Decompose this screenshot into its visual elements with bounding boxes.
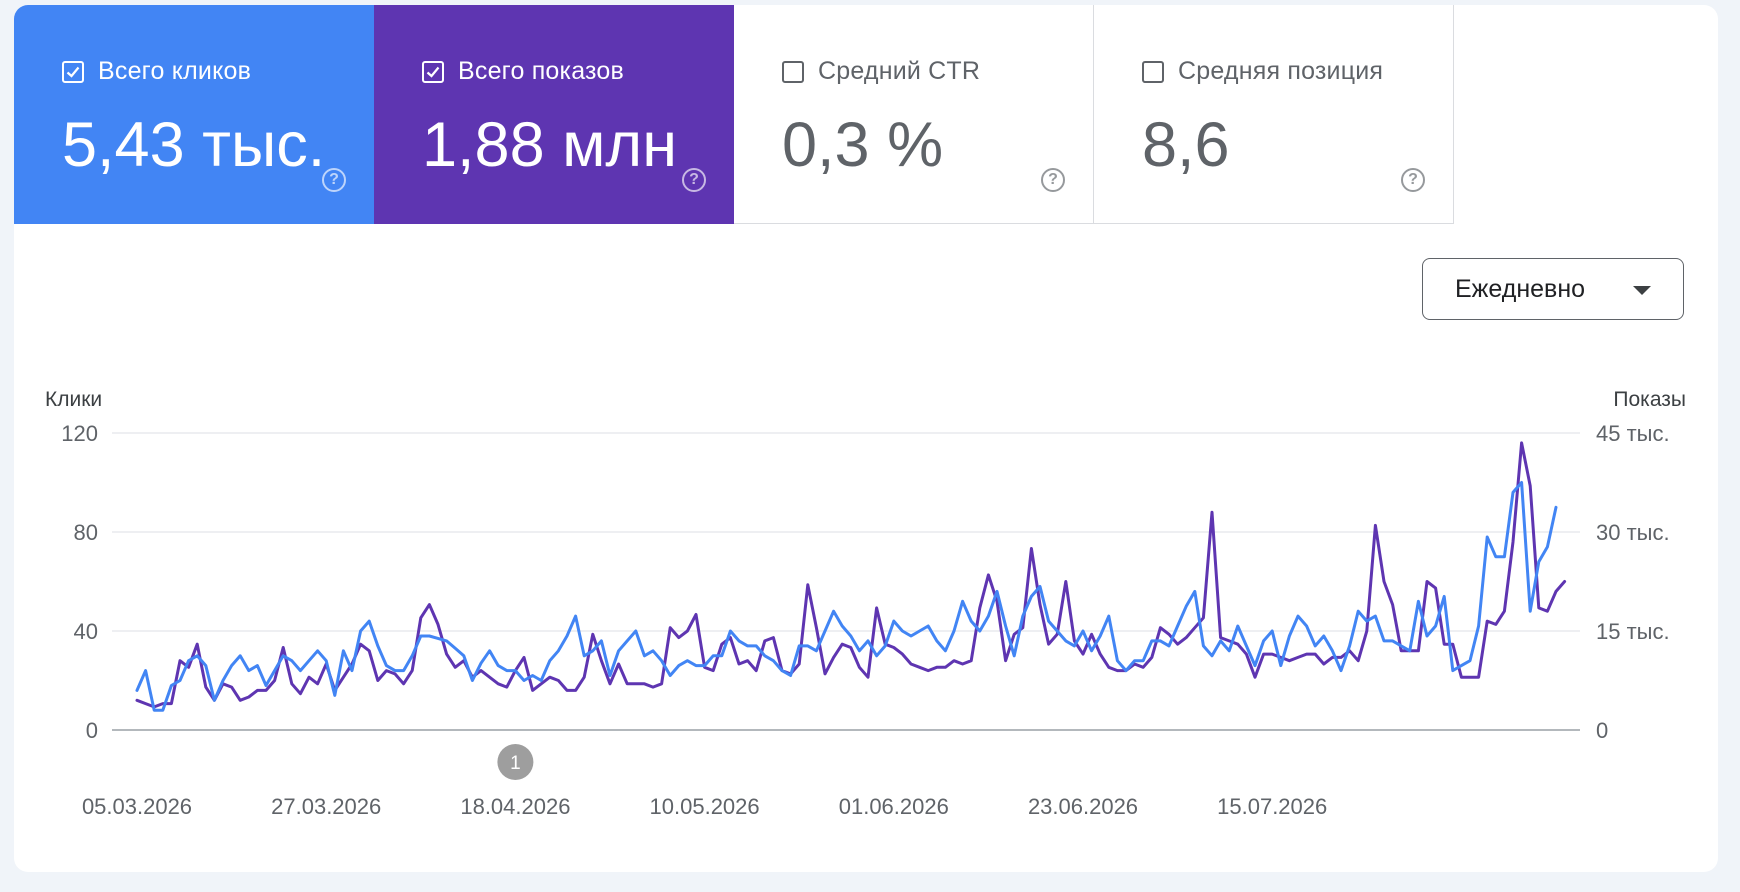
checkbox-unchecked-icon[interactable] (1142, 60, 1164, 83)
right-axis-ticks: 0 15 тыс. 30 тыс. 45 тыс. (1596, 421, 1670, 743)
metric-tile-clicks[interactable]: Всего кликов 5,43 тыс. ? (14, 5, 374, 224)
x-tick-label: 23.06.2026 (1028, 794, 1138, 819)
performance-card: Всего кликов 5,43 тыс. ? Всего показов 1… (14, 5, 1718, 872)
left-tick-label: 0 (86, 718, 98, 743)
metric-label: Средняя позиция (1178, 57, 1384, 85)
checkbox-checked-icon[interactable] (62, 60, 84, 83)
right-tick-label: 30 тыс. (1596, 520, 1670, 545)
left-tick-label: 80 (74, 520, 98, 545)
checkbox-checked-icon[interactable] (422, 60, 444, 83)
metric-label: Средний CTR (818, 57, 981, 85)
metric-tile-ctr[interactable]: Средний CTR 0,3 % ? (734, 5, 1094, 224)
chart-annotations: 1 (497, 744, 534, 780)
x-axis-ticks: 05.03.2026 27.03.2026 18.04.2026 10.05.2026… (82, 794, 1327, 819)
chart-series (135, 441, 1567, 712)
metric-value: 5,43 тыс. (62, 110, 326, 180)
left-axis-ticks: 0 40 80 120 (61, 421, 98, 743)
metric-value: 1,88 млн (422, 110, 677, 180)
left-tick-label: 40 (74, 619, 98, 644)
right-tick-label: 0 (1596, 718, 1608, 743)
metric-tile-position[interactable]: Средняя позиция 8,6 ? (1094, 5, 1454, 224)
metric-header: Средний CTR (782, 57, 980, 86)
checkbox-unchecked-icon[interactable] (782, 60, 804, 83)
x-tick-label: 18.04.2026 (460, 794, 570, 819)
metric-value: 8,6 (1142, 110, 1230, 180)
annotation-marker (497, 744, 534, 780)
right-axis-title: Показы (1613, 388, 1686, 411)
dropdown-arrow-icon (1633, 286, 1651, 295)
left-axis-title: Клики (45, 388, 103, 411)
help-icon[interactable]: ? (682, 168, 706, 192)
metric-label: Всего кликов (98, 57, 252, 85)
x-tick-label: 10.05.2026 (650, 794, 760, 819)
metric-header: Всего кликов (62, 57, 251, 86)
x-tick-label: 05.03.2026 (82, 794, 192, 819)
x-tick-label: 15.07.2026 (1217, 794, 1327, 819)
x-tick-label: 01.06.2026 (839, 794, 949, 819)
metric-header: Всего показов (422, 57, 624, 86)
help-icon[interactable]: ? (322, 168, 346, 192)
help-icon[interactable]: ? (1401, 168, 1425, 192)
metric-header: Средняя позиция (1142, 57, 1383, 86)
granularity-dropdown[interactable]: Ежедневно (1422, 258, 1684, 320)
metric-label: Всего показов (458, 57, 625, 85)
x-tick-label: 27.03.2026 (271, 794, 381, 819)
performance-chart: 0 40 80 120 0 15 тыс. 30 тыс. 45 тыс. 05.03.20… (61, 421, 1670, 819)
metric-tile-impressions[interactable]: Всего показов 1,88 млн ? (374, 5, 734, 224)
series-line-impressions (135, 441, 1567, 709)
left-tick-label: 120 (61, 421, 98, 446)
right-tick-label: 45 тыс. (1596, 421, 1670, 446)
series-line-clicks (135, 481, 1558, 712)
help-icon[interactable]: ? (1041, 168, 1065, 192)
chart-grid (112, 432, 1580, 731)
granularity-selected: Ежедневно (1455, 274, 1586, 303)
metric-tiles: Всего кликов 5,43 тыс. ? Всего показов 1… (14, 5, 1454, 224)
metric-value: 0,3 % (782, 110, 944, 180)
right-tick-label: 15 тыс. (1596, 619, 1670, 644)
annotation-label: 1 (510, 753, 521, 774)
